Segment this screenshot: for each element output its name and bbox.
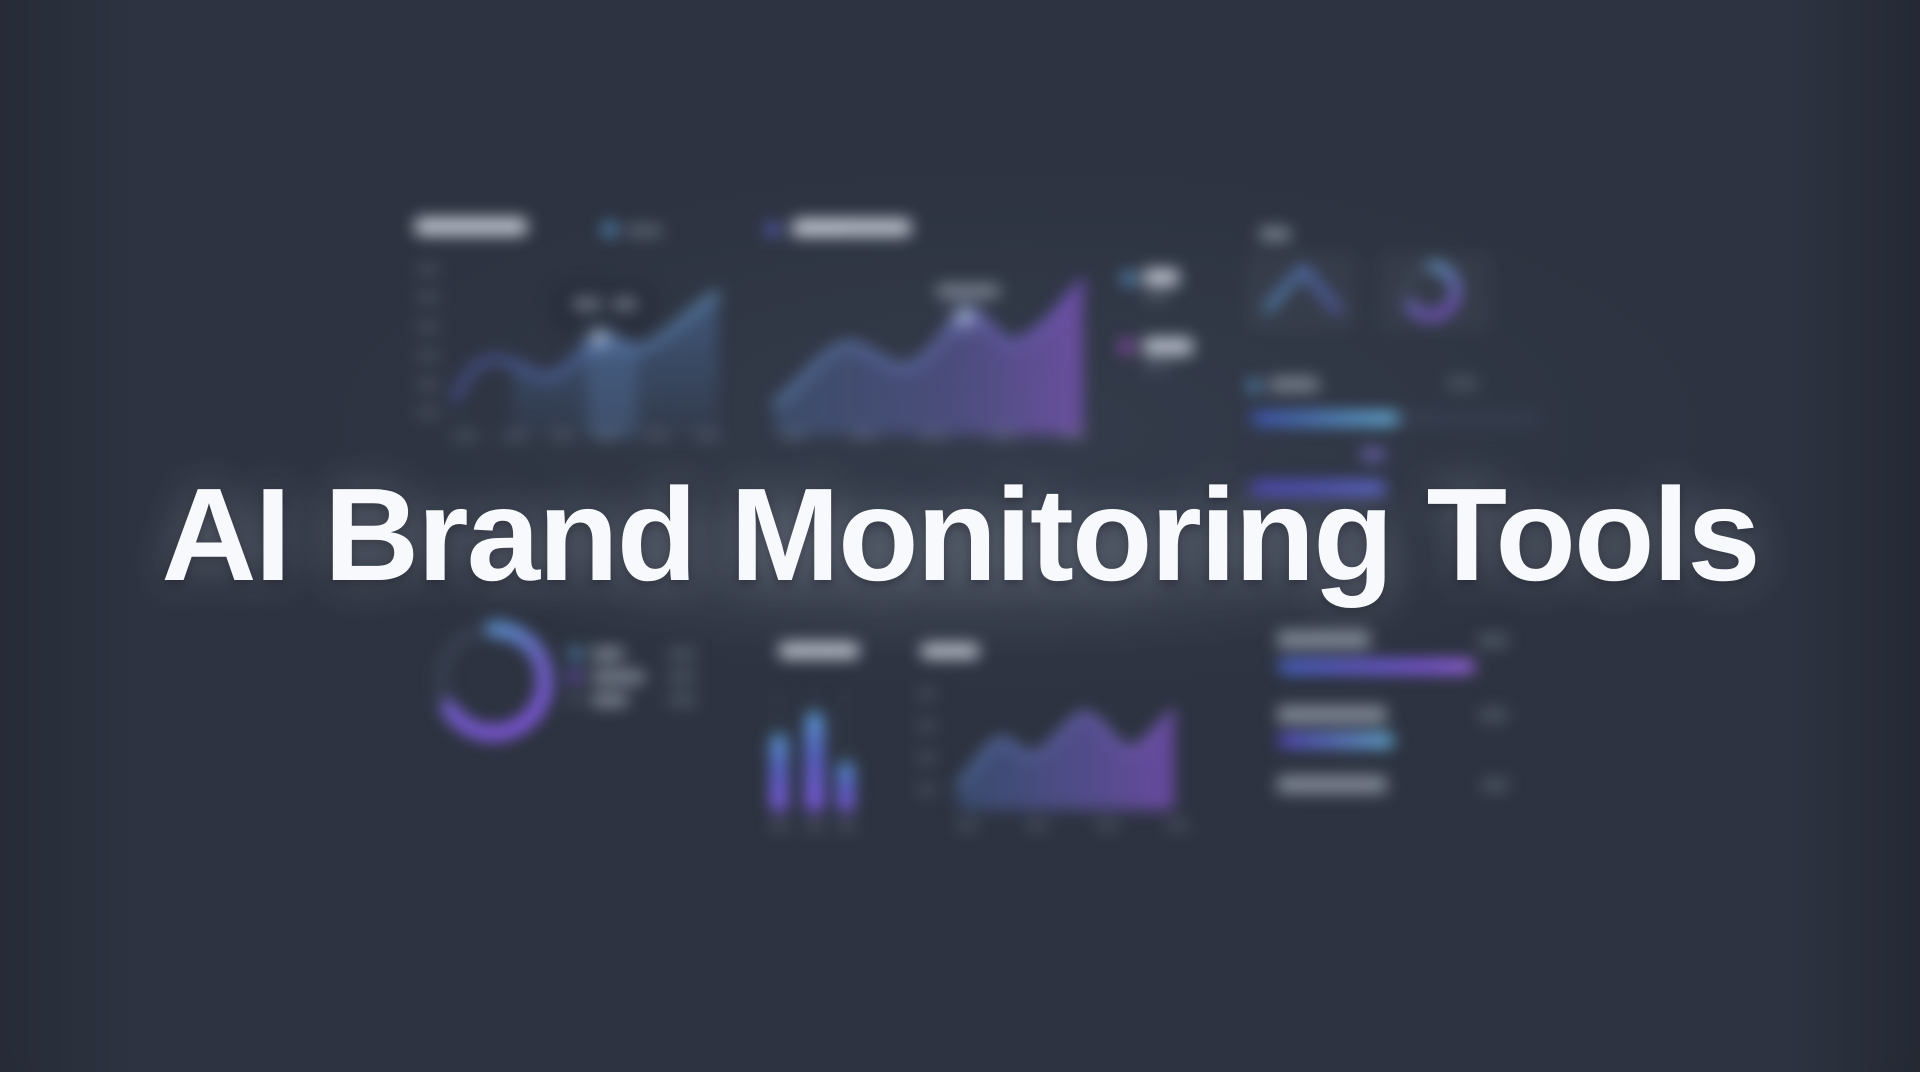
x-axis-tick-placeholder — [549, 431, 575, 440]
progress-percent-placeholder — [1447, 377, 1478, 389]
sparkline-peak-chart — [1264, 266, 1342, 314]
card-title-placeholder — [793, 219, 911, 236]
y-axis-tick-placeholder — [416, 380, 440, 389]
x-axis-tick-placeholder — [503, 431, 529, 440]
stat-sublabel-placeholder — [1143, 362, 1170, 371]
legend-dot-blue — [603, 223, 616, 236]
card-title-placeholder — [415, 218, 527, 235]
x-axis-tick-placeholder — [837, 821, 856, 831]
x-axis-tick-placeholder — [850, 431, 877, 440]
donut-legend-label-placeholder — [591, 671, 645, 683]
metric-label-placeholder — [1277, 776, 1387, 793]
line-area-chart — [451, 291, 721, 438]
metric-label-placeholder — [1277, 706, 1387, 723]
metric-progress-bar — [1278, 660, 1475, 673]
metric-percent-placeholder — [1479, 708, 1508, 722]
x-axis-tick-placeholder — [805, 821, 824, 831]
progress-bar-purple — [1250, 481, 1386, 495]
section-label-placeholder — [1259, 228, 1291, 240]
legend-label-placeholder — [625, 225, 663, 236]
chart-tooltip — [558, 287, 650, 322]
page-title: AI Brand Monitoring Tools — [161, 461, 1760, 608]
y-axis-tick-placeholder — [916, 689, 937, 698]
x-axis-tick-placeholder — [694, 431, 720, 440]
data-point-highlight — [959, 311, 970, 322]
metric-label-placeholder — [1277, 631, 1370, 648]
progress-sublabel-placeholder — [1361, 449, 1385, 460]
x-axis-tick-placeholder — [956, 821, 979, 830]
x-axis-tick-placeholder — [452, 431, 478, 440]
progress-label-placeholder — [1269, 378, 1319, 391]
progress-dot-blue — [1248, 380, 1260, 392]
tooltip-text-placeholder — [612, 299, 638, 309]
bar-guide-line — [843, 688, 846, 812]
donut-legend-dot-blue — [570, 648, 581, 659]
wave-area-chart-small — [956, 709, 1176, 810]
peak-value-placeholder — [936, 285, 1000, 297]
stat-value-placeholder — [1143, 269, 1179, 286]
donut-legend-label-placeholder — [591, 694, 628, 706]
y-axis-tick-placeholder — [416, 293, 440, 302]
x-axis-tick-placeholder — [770, 821, 789, 831]
metric-percent-placeholder — [1481, 778, 1509, 792]
x-axis-tick-placeholder — [1060, 431, 1087, 440]
progress-bar-blue — [1251, 412, 1399, 425]
tooltip-text-placeholder — [572, 299, 602, 309]
donut-legend-dot-gray — [570, 694, 580, 704]
bar-chart-bar — [806, 712, 823, 812]
y-axis-tick-placeholder — [916, 753, 937, 762]
donut-legend-label-placeholder — [591, 648, 624, 660]
mini-ring-chart — [1402, 262, 1460, 320]
x-axis-tick-placeholder — [920, 431, 947, 440]
donut-legend-value-placeholder — [667, 648, 697, 660]
stat-dot-blue — [1122, 272, 1135, 285]
x-axis-tick-placeholder — [1166, 821, 1189, 830]
donut-chart — [434, 622, 553, 740]
mini-sparkline-card — [1245, 251, 1357, 332]
x-axis-tick-placeholder — [990, 431, 1017, 440]
stat-value-placeholder — [1143, 338, 1193, 355]
card-title-placeholder — [921, 644, 979, 658]
y-axis-tick-placeholder — [416, 322, 440, 331]
x-axis-tick-placeholder — [644, 431, 670, 440]
x-axis-tick-placeholder — [1026, 821, 1049, 830]
donut-legend-value-placeholder — [667, 694, 697, 706]
metric-progress-bar — [1278, 734, 1394, 747]
y-axis-tick-placeholder — [916, 721, 937, 730]
wave-area-chart — [772, 278, 1086, 435]
stat-dot-magenta — [1120, 340, 1133, 353]
legend-dot-purple — [766, 223, 779, 236]
y-axis-tick-placeholder — [416, 408, 440, 417]
y-axis-tick-placeholder — [916, 785, 937, 794]
data-point-highlight — [594, 332, 605, 343]
card-title-placeholder — [779, 643, 859, 658]
metric-percent-placeholder — [1477, 633, 1509, 648]
bar-chart-bar — [838, 762, 854, 812]
donut-legend-value-placeholder — [667, 671, 697, 683]
mini-donut-card — [1377, 251, 1492, 332]
stat-sublabel-placeholder — [1143, 293, 1170, 302]
donut-legend-dot-purple — [569, 671, 580, 682]
x-axis-tick-placeholder — [594, 431, 620, 440]
bar-chart-bar — [771, 734, 787, 812]
y-axis-tick-placeholder — [416, 351, 440, 360]
x-axis-tick-placeholder — [1096, 821, 1119, 830]
y-axis-tick-placeholder — [416, 265, 440, 274]
x-axis-tick-placeholder — [780, 431, 807, 440]
